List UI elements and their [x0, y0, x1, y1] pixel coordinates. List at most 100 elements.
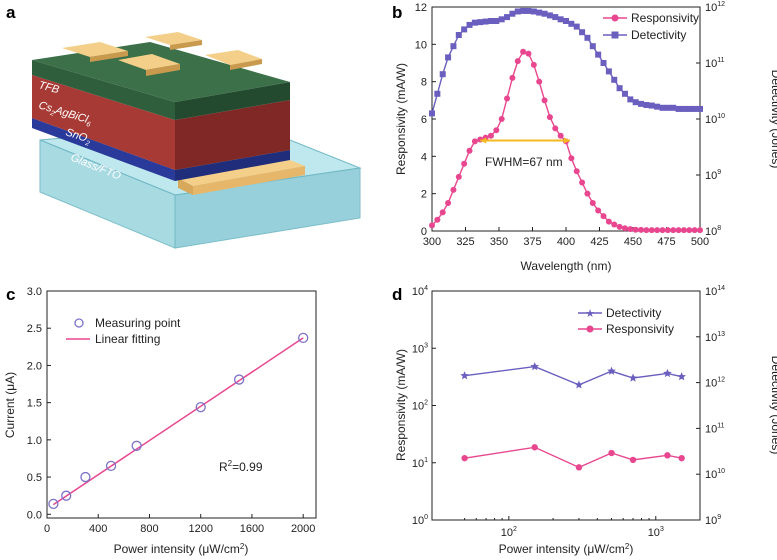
panel-d-xlabel: Power intensity (μW/cm2)	[499, 542, 634, 556]
legend-b-detectivity-label: Detectivity	[631, 28, 686, 42]
panel-d-ytick-label: 103	[412, 342, 428, 355]
panel-b-detectivity-point	[670, 104, 677, 111]
panel-b-responsivity-point	[654, 227, 661, 234]
panel-c-plot-frame	[46, 290, 317, 519]
panel-b-fwhm-arrow-right	[564, 137, 571, 144]
panel-b-detectivity-point	[520, 7, 527, 14]
panel-b-detectivity-point	[557, 16, 564, 23]
panel-d-detectivity-point	[530, 362, 539, 371]
panel-b-xlabel: Wavelength (nm)	[521, 259, 612, 273]
panel-c-ylabel: Current (μA)	[3, 372, 17, 438]
legend-d-detectivity-label: Detectivity	[606, 306, 661, 320]
panel-d-marks	[460, 362, 686, 471]
panel-b-marks	[429, 7, 703, 234]
panel-d-ytick-label: 102	[412, 400, 428, 413]
panel-b-responsivity-point	[434, 216, 441, 223]
panel-b-detectivity-point	[552, 14, 559, 21]
panel-b-detectivity-point	[584, 34, 591, 41]
panel-b-responsivity-point	[643, 227, 650, 234]
panel-b-detectivity-point	[530, 8, 537, 15]
panel-c-linear-fit-line	[52, 337, 304, 506]
au-pad-2	[145, 32, 202, 45]
panel-b-detectivity-point	[477, 19, 484, 26]
panel-d-ticks: 102 103 100 101 102 103 104 109 1010 1011 1012 1013…	[412, 285, 725, 539]
panel-c-ytick-label: 1.0	[27, 435, 42, 447]
panel-c-marks	[48, 332, 309, 510]
panel-d-detectivity-point	[677, 372, 686, 381]
panel-b-responsivity-point	[525, 50, 532, 57]
bottom-au-contact	[178, 160, 305, 186]
panel-b-detectivity-point	[509, 10, 516, 17]
panel-b-detectivity-point	[616, 85, 623, 92]
legend-b-responsivity-label: Responsivity	[631, 11, 699, 25]
glass-fto-side	[174, 167, 361, 249]
panel-c: c 0 400 800 1200 1600 2000 0.0 0.5 1.0 1.5 2.0 2.5 3…	[3, 285, 317, 556]
panel-c-ytick-label: 3.0	[27, 286, 42, 298]
panel-b-xtick-label: 400	[557, 236, 575, 248]
legend-c-fit-label: Linear fitting	[95, 332, 160, 346]
panel-c-r2-annotation: R2=0.99	[219, 459, 263, 474]
panel-b-y2label: Detectivity (Jones)	[769, 70, 777, 169]
panel-b-xtick-label: 375	[523, 236, 541, 248]
panel-c-ytick-label: 1.5	[27, 398, 42, 410]
panel-b-detectivity-point	[573, 23, 580, 30]
label-tfb: TFB	[37, 79, 60, 96]
panel-c-xtick-label: 1600	[240, 523, 264, 535]
legend-d-responsivity-label: Responsivity	[606, 322, 674, 336]
panel-c-measuring-point	[61, 490, 72, 501]
panel-b-detectivity-point	[611, 76, 618, 83]
panel-c-xtick-label: 400	[89, 523, 107, 535]
panel-b-detectivity-point	[659, 104, 666, 111]
panel-letter-c: c	[6, 285, 15, 304]
panel-d-xtick-label: 103	[648, 526, 664, 539]
panel-d-y2label: Detectivity (Jones)	[769, 356, 777, 455]
panel-b-xtick-label: 450	[624, 236, 642, 248]
panel-b-ytick-label: 8	[421, 77, 427, 89]
panel-b-detectivity-point	[434, 90, 441, 97]
panel-b-detectivity-point	[471, 19, 478, 26]
panel-b-responsivity-point	[595, 207, 602, 214]
panel-d-ylabel: Responsivity (mA/W)	[394, 349, 408, 461]
panel-c-xtick-label: 1200	[188, 523, 212, 535]
panel-b-detectivity-point	[487, 18, 494, 24]
panel-b-detectivity-point	[621, 90, 628, 97]
panel-b-responsivity-point	[659, 227, 666, 234]
panel-b-responsivity-point	[546, 114, 553, 121]
panel-c-measuring-point	[48, 498, 59, 510]
panel-c-measuring-point	[80, 471, 91, 483]
panel-b-responsivity-point	[466, 147, 473, 154]
bottom-au-contact-front	[178, 178, 193, 195]
panel-d-responsivity-point	[461, 454, 468, 462]
panel-b-responsivity-point	[461, 160, 468, 167]
panel-b-responsivity-point	[664, 227, 671, 234]
panel-c-ytick-label: 2.0	[27, 360, 42, 372]
panel-b-xtick-label: 300	[423, 236, 441, 248]
panel-b-detectivity-point	[691, 105, 698, 112]
panel-b-y2tick-label: 109	[705, 169, 721, 182]
panel-c-measuring-point	[233, 374, 245, 385]
au-pad-4-side	[230, 59, 262, 70]
panel-b-responsivity-point	[541, 97, 548, 104]
panel-b-responsivity-point	[670, 227, 677, 234]
panel-b-responsivity-point	[616, 223, 623, 230]
panel-c-measuring-point	[195, 401, 206, 413]
legend-d-responsivity-marker	[586, 325, 594, 333]
panel-b-detectivity-point	[536, 9, 543, 16]
panel-c-measuring-point	[131, 440, 142, 451]
sno2-layer	[32, 118, 175, 181]
panel-b-ytick-label: 2	[421, 189, 427, 201]
panel-d-responsivity-point	[608, 449, 615, 457]
panel-b-detectivity-point	[664, 104, 671, 111]
panel-b-responsivity-point	[439, 209, 446, 216]
panel-d-detectivity-point	[628, 373, 638, 382]
panel-c-measuring-point	[298, 332, 309, 344]
panel-b-ticks: 300 325 350 375 400 425 450 475 5000246810121081…	[415, 1, 725, 248]
panel-b-detectivity-point	[680, 105, 687, 112]
panel-b-responsivity-point	[471, 138, 478, 145]
panel-d-ytick-label: 100	[412, 514, 428, 527]
panel-d-detectivity-line	[464, 365, 682, 386]
panel-d-ytick-label: 101	[412, 457, 428, 470]
panel-d-detectivity-point	[663, 368, 672, 378]
panel-b-detectivity-point	[466, 21, 473, 28]
panel-d-y2tick-label: 1013	[705, 331, 725, 344]
